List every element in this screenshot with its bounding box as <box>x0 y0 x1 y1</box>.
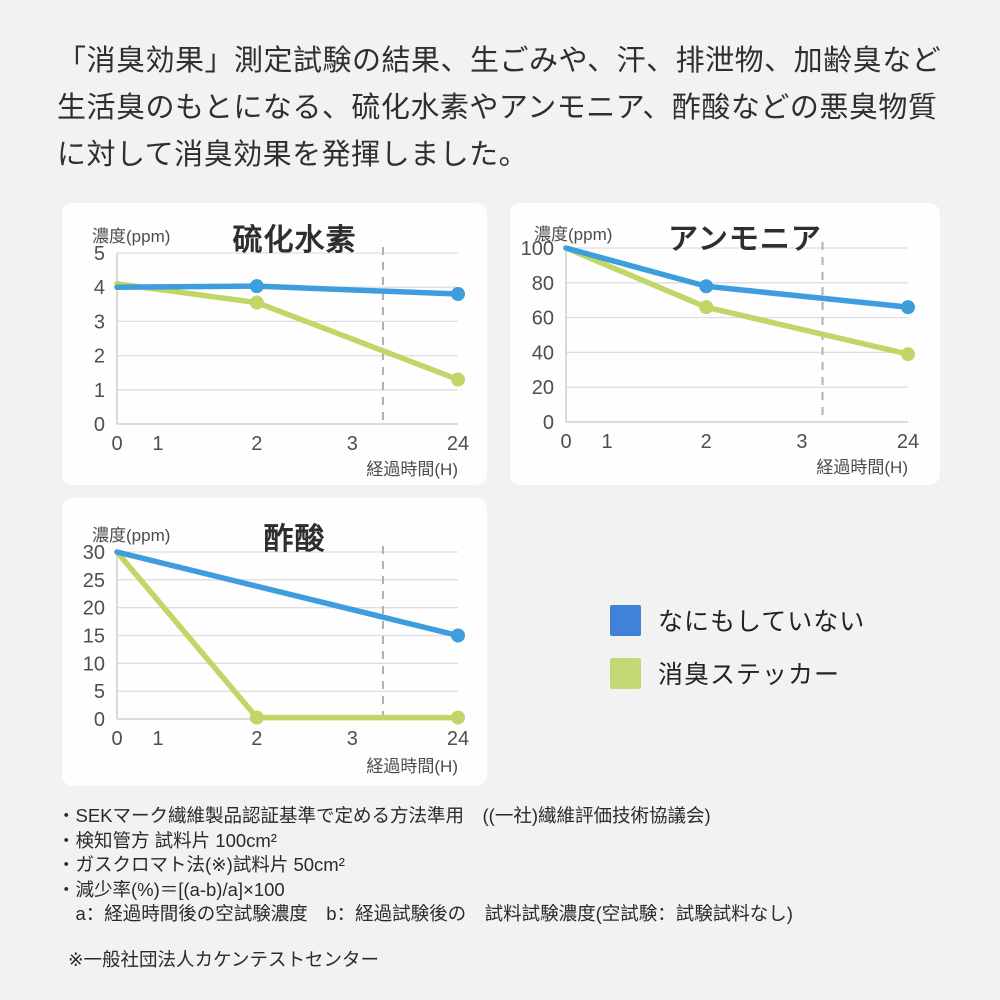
y-tick-label: 20 <box>532 377 554 399</box>
legend-label-untreated: なにもしていない <box>658 608 866 636</box>
y-tick-label: 80 <box>532 273 554 295</box>
chart-title-acetic-acid: 酢酸 <box>263 523 326 556</box>
data-point-deodorant-sticker <box>249 710 264 725</box>
legend-swatch-deodorant-sticker <box>610 657 641 689</box>
data-point-untreated <box>699 279 714 294</box>
y-tick-label: 40 <box>532 342 554 364</box>
chart-card-acetic-acid: 0 5 10 15 20 25 30 0 1 2 3 24 濃度(ppm) 酢酸 経過時間(H) <box>62 498 487 786</box>
test-method-notes: ・SEKマーク繊維製品認証基準で定める方法準用 ((一社)繊維評価技術協議会) … <box>57 804 957 927</box>
x-tick-label: 0 <box>111 728 122 750</box>
data-point-deodorant-sticker <box>451 710 465 725</box>
data-point-deodorant-sticker <box>901 347 915 362</box>
note-line: ・ガスクロマト法(※)試料片 50cm² <box>57 854 345 875</box>
x-tick-label: 3 <box>347 433 358 455</box>
data-point-deodorant-sticker <box>249 295 264 310</box>
note-line: a：経過時間後の空試験濃度 b：経過試験後の 試料試験濃度(空試験：試験試料なし… <box>57 903 793 924</box>
y-axis-unit-label: 濃度(ppm) <box>92 526 171 545</box>
chart-title-hydrogen-sulfide: 硫化水素 <box>232 224 357 257</box>
x-tick-label: 24 <box>447 728 469 750</box>
y-tick-label: 100 <box>521 238 554 260</box>
series-line-untreated <box>114 549 461 639</box>
hydrogen-sulfide-chart: 0 1 2 3 4 5 0 1 2 3 24 <box>94 243 469 455</box>
data-point-untreated <box>901 300 915 315</box>
y-tick-label: 30 <box>83 542 105 564</box>
acetic-acid-chart: 0 5 10 15 20 25 30 0 1 2 3 24 <box>83 542 469 750</box>
y-tick-label: 5 <box>94 681 105 703</box>
x-tick-label: 0 <box>111 433 122 455</box>
y-tick-label: 25 <box>83 570 105 592</box>
series-line-deodorant-sticker <box>114 281 461 383</box>
y-tick-label: 3 <box>94 311 105 333</box>
x-tick-label: 1 <box>152 433 163 455</box>
intro-paragraph: 「消臭効果」測定試験の結果、生ごみや、汗、排泄物、加齢臭など生活臭のもとになる、… <box>57 45 942 171</box>
x-tick-label: 2 <box>701 431 712 453</box>
note-line: ・検知管方 試料片 100cm² <box>57 829 277 851</box>
y-tick-label: 1 <box>94 380 105 402</box>
y-tick-label: 2 <box>94 346 105 368</box>
data-point-deodorant-sticker <box>699 300 714 315</box>
x-tick-label: 1 <box>152 728 163 750</box>
series-line-deodorant-sticker <box>114 549 461 721</box>
y-tick-label: 10 <box>83 653 105 675</box>
legend-item-deodorant-sticker: 消臭ステッカー <box>610 655 865 691</box>
y-tick-label: 4 <box>94 277 105 299</box>
y-tick-label: 0 <box>543 412 554 434</box>
y-tick-label: 60 <box>532 308 554 330</box>
data-point-deodorant-sticker <box>451 372 465 387</box>
y-tick-label: 15 <box>83 626 105 648</box>
legend-label-deodorant-sticker: 消臭ステッカー <box>658 661 841 689</box>
legend-swatch-untreated <box>610 604 641 636</box>
data-point-untreated <box>451 628 465 643</box>
x-tick-label: 24 <box>897 431 919 453</box>
y-tick-label: 0 <box>94 414 105 436</box>
y-tick-label: 20 <box>83 598 105 620</box>
x-tick-label: 24 <box>447 433 469 455</box>
x-tick-label: 2 <box>251 433 262 455</box>
x-tick-label: 3 <box>796 431 807 453</box>
y-axis-unit-label: 濃度(ppm) <box>534 225 613 244</box>
y-axis-unit-label: 濃度(ppm) <box>92 227 171 246</box>
y-tick-label: 0 <box>94 709 105 731</box>
y-tick-label: 5 <box>94 243 105 265</box>
legend: なにもしていない 消臭ステッカー <box>610 602 865 708</box>
x-axis-label: 経過時間(H) <box>366 757 458 776</box>
x-tick-label: 2 <box>251 728 262 750</box>
legend-item-untreated: なにもしていない <box>610 602 865 638</box>
x-axis-label: 経過時間(H) <box>816 458 908 477</box>
x-tick-label: 0 <box>560 431 571 453</box>
x-tick-label: 3 <box>347 728 358 750</box>
x-axis-label: 経過時間(H) <box>366 460 458 479</box>
note-line: ・SEKマーク繊維製品認証基準で定める方法準用 ((一社)繊維評価技術協議会) <box>57 805 711 826</box>
chart-card-ammonia: 0 20 40 60 80 100 0 1 2 3 24 濃度(ppm) アンモニア 経過時間(H) <box>510 203 940 485</box>
chart-title-ammonia: アンモニア <box>668 223 822 256</box>
ammonia-chart: 0 20 40 60 80 100 0 1 2 3 24 <box>521 238 920 453</box>
note-line: ・減少率(%)＝[(a-b)/a]×100 <box>57 878 285 900</box>
data-point-untreated <box>451 287 465 302</box>
data-point-untreated <box>249 279 264 294</box>
test-center-footnote: ※一般社団法人カケンテストセンター <box>68 949 379 970</box>
x-tick-label: 1 <box>601 431 612 453</box>
chart-card-hydrogen-sulfide: 0 1 2 3 4 5 0 1 2 3 24 濃度(ppm) 硫化水素 経過時間(H) <box>62 203 487 485</box>
